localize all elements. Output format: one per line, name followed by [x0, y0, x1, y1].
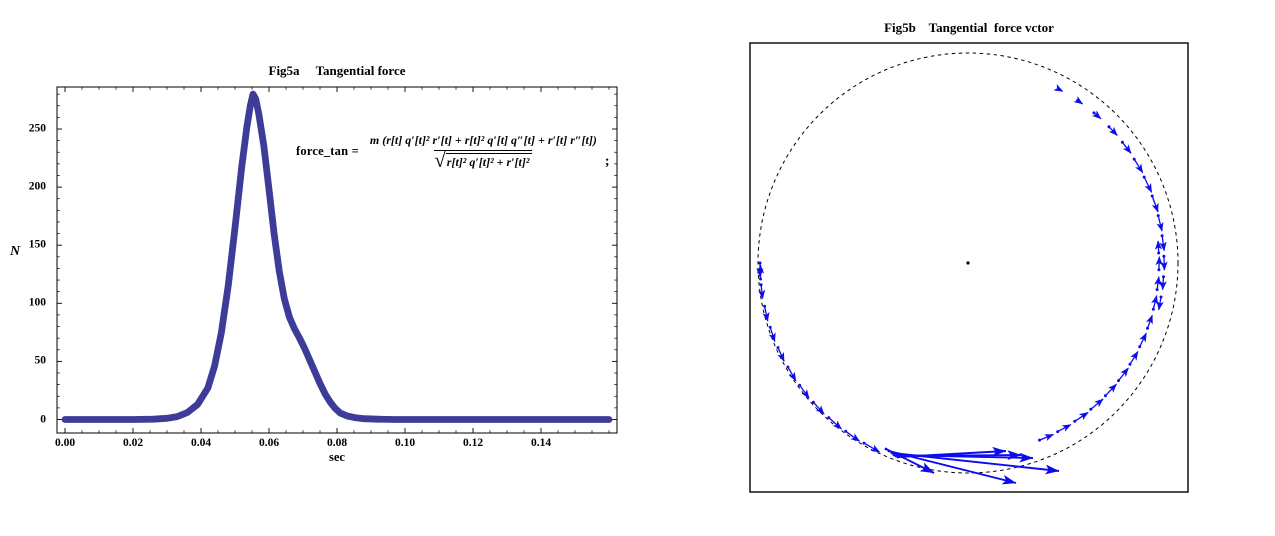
fig5b-plot-title: Fig5b Tangential force vctor: [884, 20, 1054, 35]
force-vector-arrow: [811, 400, 825, 415]
formula-denominator-row: √ r[t]² q′[t]² + r′[t]²: [434, 148, 533, 172]
force-vector-arrow: [756, 264, 765, 281]
x-tick-label: 0.00: [54, 437, 76, 449]
force-vector-arrow: [1151, 295, 1159, 311]
y-tick-label: 100: [28, 296, 46, 309]
formula-denominator: r[t]² q′[t]² + r′[t]²: [445, 153, 533, 170]
x-tick-label: 0.04: [190, 437, 212, 449]
force-vector-arrow: [1150, 194, 1159, 213]
force-vector-arrow: [1038, 433, 1054, 442]
force-vector-arrow: [827, 416, 842, 430]
force-vector-arrow: [1089, 398, 1104, 411]
force-vector-arrow: [1155, 256, 1163, 272]
force-vector-arrow: [1103, 383, 1117, 398]
y-tick-label: 200: [28, 180, 46, 193]
force-vector-arrow: [1107, 125, 1118, 136]
force-vector-arrow: [896, 446, 1007, 459]
force-vector-arrow: [862, 441, 881, 453]
sqrt-radical-icon: √: [434, 148, 446, 172]
fig5a-line-plot: [56, 86, 618, 434]
force-vector-arrow: [1092, 110, 1102, 120]
y-tick-label: 150: [28, 238, 46, 251]
fig5a-y-axis-label: N: [10, 244, 21, 259]
x-tick-label: 0.02: [122, 437, 144, 449]
force-vector-arrow: [1128, 350, 1139, 366]
formula-numerator: m (r[t] q′[t]² r′[t] + r[t]² q′[t] q″[t]…: [369, 133, 597, 147]
x-tick-label: 0.06: [258, 437, 280, 449]
fig5a-plot-title: Fig5a Tangential force: [268, 63, 406, 78]
force-vector-arrow: [1120, 140, 1132, 154]
force-vector-arrow: [768, 325, 776, 343]
force-vector-arrow: [844, 429, 860, 442]
x-tick-label: 0.12: [462, 437, 484, 449]
force-vector-arrow: [776, 346, 785, 362]
force-vector-arrow: [1159, 234, 1167, 252]
force-vector-arrow: [1142, 175, 1153, 193]
force-vector-arrow: [1073, 96, 1084, 105]
force-vector-arrow: [1156, 214, 1164, 232]
x-tick-label: 0.10: [394, 437, 416, 449]
force-vector-arrow: [1159, 275, 1167, 291]
force-vector-arrow: [1154, 276, 1162, 292]
formula-lhs: force_tan =: [296, 144, 359, 158]
force-vector-arrow: [1145, 314, 1153, 330]
formula-terminator: ;: [604, 154, 610, 169]
force-vector-arrow: [1156, 295, 1164, 311]
fig5b-quiver-plot: [749, 42, 1189, 493]
force-vector-arrow: [1154, 240, 1163, 255]
y-tick-label: 250: [28, 122, 46, 135]
force-vector-arrow: [1073, 411, 1089, 423]
force-vector-arrow: [786, 365, 797, 382]
y-tick-label: 50: [34, 354, 47, 367]
x-tick-label: 0.08: [326, 437, 348, 449]
formula-fraction: m (r[t] q′[t]² r′[t] + r[t]² q′[t] q″[t]…: [365, 133, 602, 172]
force-vector-arrow: [1160, 254, 1168, 271]
force-tan-formula: force_tan = m (r[t] q′[t]² r′[t] + r[t]²…: [296, 133, 610, 172]
fig5a-x-axis-label: sec: [329, 450, 345, 464]
force-vector-arrow: [758, 283, 766, 300]
force-vector-arrow: [762, 304, 770, 322]
x-tick-label: 0.14: [530, 437, 552, 449]
y-tick-label: 0: [40, 412, 46, 425]
force-vector-arrow: [798, 383, 810, 399]
force-vector-arrow: [1138, 332, 1147, 349]
force-vector-arrow: [1056, 424, 1072, 434]
force-vector-arrow: [1132, 157, 1144, 174]
force-vector-arrow: [1117, 367, 1129, 383]
force-vector-arrow: [1053, 84, 1064, 92]
